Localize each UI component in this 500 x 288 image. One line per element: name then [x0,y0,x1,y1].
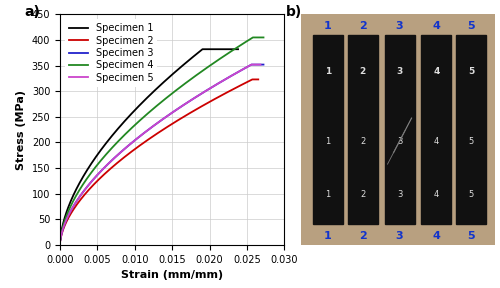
Specimen 1 [199,48,205,51]
X-axis label: Strain (mm/mm): Strain (mm/mm) [121,270,224,280]
Specimen 2 [212,97,218,101]
Specimen 1 [200,48,205,51]
Specimen 2 [194,108,200,111]
Specimen 1 [136,105,141,108]
Text: 3: 3 [396,67,402,77]
Text: 5: 5 [468,137,474,146]
Specimen 5 [217,81,223,84]
Specimen 3 [260,63,266,66]
Text: 3: 3 [396,231,404,240]
Specimen 2 [144,138,150,142]
Text: 3: 3 [397,137,402,146]
Line: Specimen 3: Specimen 3 [60,65,264,240]
Specimen 5 [138,133,144,137]
Text: 2: 2 [359,21,366,31]
Text: 2: 2 [359,231,366,240]
Specimen 2 [250,78,256,81]
Specimen 1 [76,183,82,187]
Text: 5: 5 [468,190,474,199]
Bar [348,35,378,224]
Text: 2: 2 [360,190,366,199]
Text: 2: 2 [360,67,366,77]
Bar [313,35,343,224]
Text: 1: 1 [325,190,330,199]
Line: Specimen 1: Specimen 1 [60,49,238,238]
Specimen 5 [78,193,84,197]
Text: 1: 1 [324,231,332,240]
Specimen 4 [220,55,226,59]
Text: 4: 4 [432,21,440,31]
Specimen 3 [147,127,153,130]
Specimen 5 [146,128,152,131]
Specimen 1 [129,111,135,115]
Text: b): b) [286,5,302,19]
Specimen 4 [197,71,203,74]
Specimen 4 [260,36,266,39]
Text: 3: 3 [396,21,404,31]
Legend: Specimen 1, Specimen 2, Specimen 3, Specimen 4, Specimen 5: Specimen 1, Specimen 2, Specimen 3, Spec… [65,19,158,87]
Specimen 4 [140,116,145,120]
Specimen 5 [214,83,220,86]
Specimen 2 [58,239,64,242]
Specimen 5 [195,94,201,98]
Text: 4: 4 [433,67,440,77]
Text: 5: 5 [468,21,475,31]
Specimen 3 [248,63,254,66]
Specimen 2 [138,143,143,147]
Specimen 3 [220,79,226,83]
Specimen 1 [196,50,202,54]
Line: Specimen 4: Specimen 4 [60,37,264,239]
Bar [456,35,486,224]
Specimen 4 [216,58,222,61]
Text: 4: 4 [432,231,440,240]
Specimen 1 [180,64,186,67]
Text: 4: 4 [434,190,439,199]
Text: 3: 3 [397,190,402,199]
Specimen 4 [58,238,64,241]
Specimen 1 [58,237,64,240]
Text: 5: 5 [468,231,475,240]
Text: 4: 4 [434,137,439,146]
Specimen 2 [215,95,221,99]
Specimen 1 [235,48,241,51]
Specimen 5 [58,238,64,242]
Specimen 3 [140,132,145,136]
Text: 5: 5 [468,67,474,77]
Line: Specimen 2: Specimen 2 [60,79,258,240]
Line: Specimen 5: Specimen 5 [60,65,260,240]
Bar [422,35,452,224]
Specimen 4 [147,110,153,113]
Specimen 4 [78,185,84,189]
Specimen 4 [250,36,256,39]
Text: a): a) [24,5,40,19]
Text: 1: 1 [324,67,331,77]
Specimen 2 [256,78,262,81]
Text: 1: 1 [324,21,332,31]
Specimen 2 [78,198,84,201]
Bar [384,35,414,224]
Specimen 3 [197,93,203,96]
Text: 2: 2 [360,137,366,146]
Specimen 3 [216,82,222,85]
Y-axis label: Stress (MPa): Stress (MPa) [16,90,26,170]
Specimen 3 [58,238,64,242]
Specimen 5 [248,63,254,66]
Specimen 3 [78,193,84,196]
Specimen 5 [258,63,264,66]
Text: 1: 1 [325,137,330,146]
